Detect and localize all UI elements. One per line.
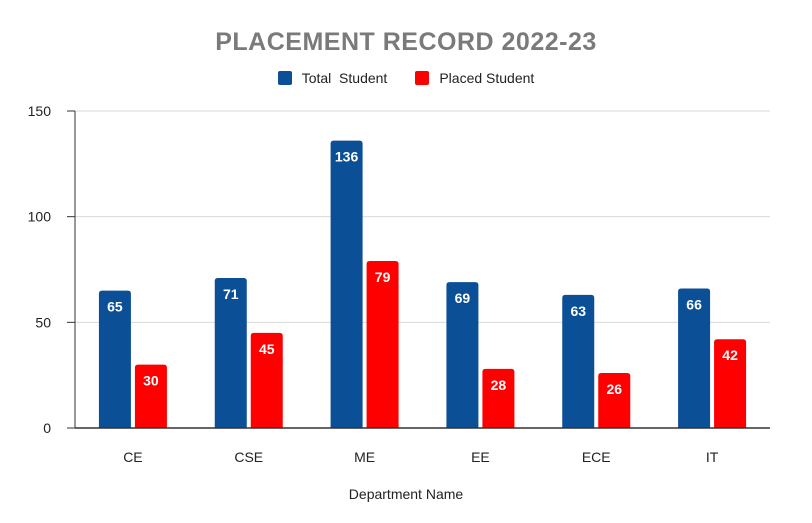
data-label: 71 [223,286,239,302]
x-tick-label: EE [471,449,490,465]
bar-placed-student [714,339,747,428]
bar-total-student [678,288,711,428]
legend-label-placed: Placed Student [439,70,535,86]
chart-legend: Total Student Placed Student [0,70,812,86]
bar-total-student [214,277,247,428]
legend-label-total: Total Student [301,70,388,86]
y-tick-label: 0 [43,420,51,436]
x-axis-label: Department Name [348,486,464,502]
bar-placed-student [482,368,515,428]
bar-total-student [330,140,363,428]
bar-placed-student [250,332,283,428]
data-label: 65 [107,299,123,315]
data-label: 66 [686,297,702,313]
y-tick-label: 100 [28,209,52,225]
y-tick-label: 150 [28,103,52,119]
data-label: 45 [259,341,275,357]
data-label: 63 [570,303,586,319]
data-label: 69 [455,290,471,306]
data-label: 136 [335,149,359,165]
legend-swatch-total [277,71,292,85]
x-tick-label: CSE [234,449,263,465]
bar-placed-student [598,373,631,428]
bar-total-student [446,282,479,428]
data-label: 42 [722,347,738,363]
bar-total-student [98,290,131,428]
legend-item-total: Total Student [277,70,388,86]
y-tick-label: 50 [35,314,51,330]
chart-title: PLACEMENT RECORD 2022-23 [215,28,597,56]
legend-item-placed: Placed Student [415,70,534,86]
data-label: 26 [606,381,622,397]
x-tick-label: ECE [582,449,611,465]
data-label: 28 [491,377,507,393]
x-tick-label: CE [123,449,142,465]
x-tick-label: IT [706,449,719,465]
bar-placed-student [366,261,399,428]
bar-placed-student [134,364,167,428]
bar-total-student [562,294,595,428]
data-label: 30 [143,373,159,389]
x-tick-label: ME [354,449,375,465]
data-label: 79 [375,269,391,285]
legend-swatch-placed [415,71,430,85]
